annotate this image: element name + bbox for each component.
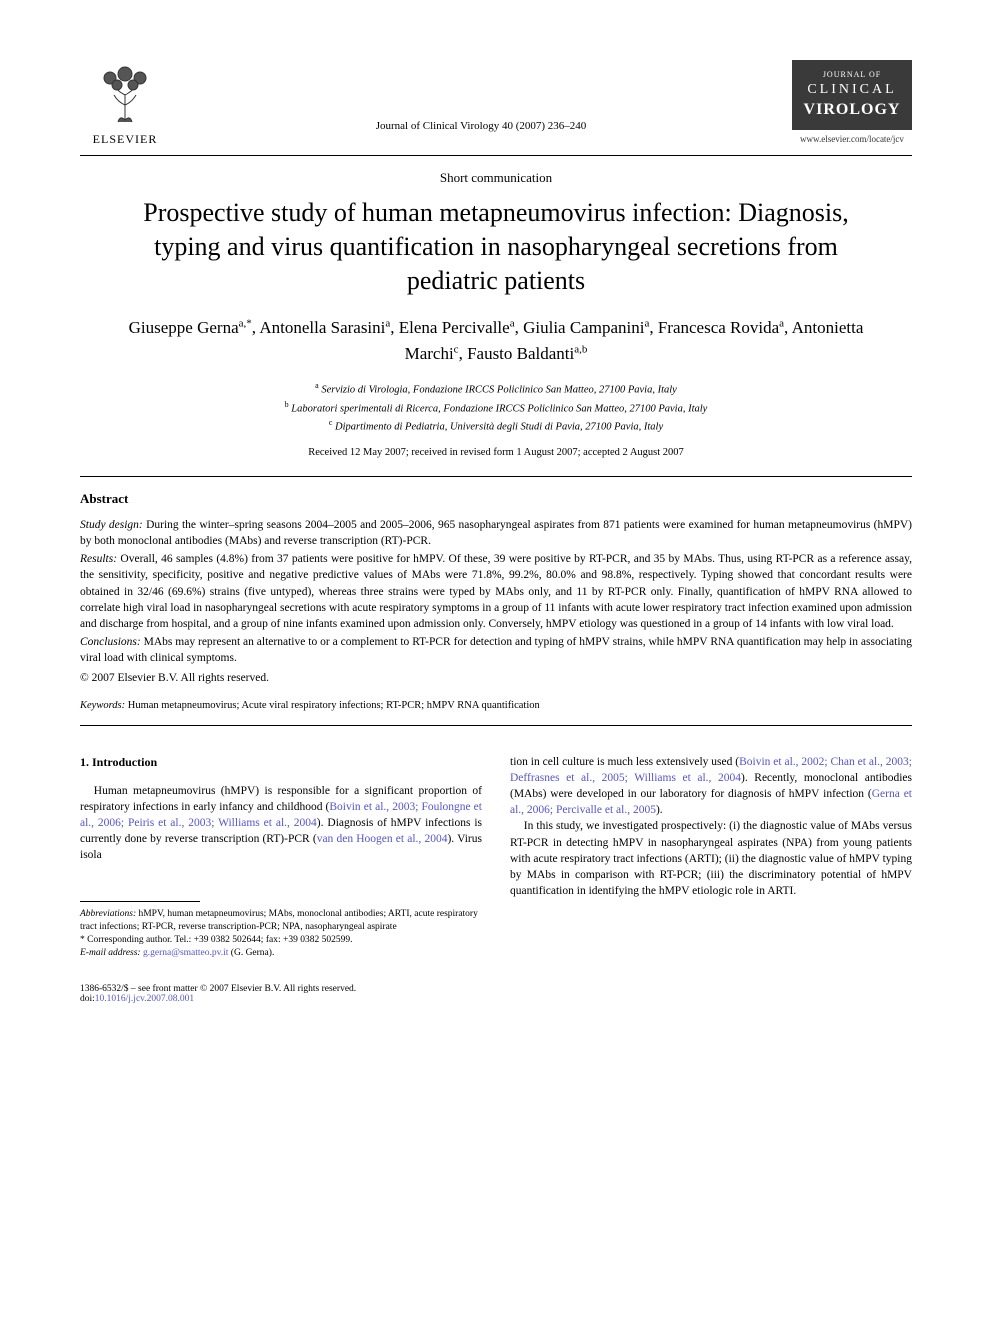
abstract-heading: Abstract (80, 491, 912, 507)
citation-link[interactable]: van den Hoogen et al., 2004 (317, 833, 448, 845)
email-link[interactable]: g.gerna@smatteo.pv.it (143, 948, 228, 958)
email-footnote: E-mail address: g.gerna@smatteo.pv.it (G… (80, 947, 482, 960)
author-2: , Antonella Sarasini (252, 318, 386, 337)
affiliation-b: b Laboratori sperimentali di Ricerca, Fo… (80, 399, 912, 417)
cover-url[interactable]: www.elsevier.com/locate/jcv (792, 134, 912, 144)
author-5: , Francesca Rovida (649, 318, 779, 337)
footer-left: 1386-6532/$ – see front matter © 2007 El… (80, 984, 356, 1004)
publisher-logo: ELSEVIER (80, 60, 170, 147)
doi-link[interactable]: 10.1016/j.jcv.2007.08.001 (95, 994, 194, 1004)
author-4: , Giulia Campanini (515, 318, 645, 337)
abstract-body: Study design: During the winter–spring s… (80, 517, 912, 686)
front-matter-text: 1386-6532/$ – see front matter © 2007 El… (80, 984, 356, 994)
footnote-divider (80, 901, 200, 902)
journal-citation: Journal of Clinical Virology 40 (2007) 2… (170, 60, 792, 132)
abstract-conclusions: Conclusions: MAbs may represent an alter… (80, 634, 912, 666)
elsevier-tree-icon (90, 60, 160, 130)
author-7: , Fausto Baldanti (459, 344, 575, 363)
cover-line3: VIROLOGY (800, 100, 904, 119)
doi-line: doi:10.1016/j.jcv.2007.08.001 (80, 994, 356, 1004)
author-1-aff: a,* (239, 318, 252, 330)
abstract-results: Results: Overall, 46 samples (4.8%) from… (80, 551, 912, 631)
author-1: Giuseppe Gerna (129, 318, 239, 337)
header-row: ELSEVIER Journal of Clinical Virology 40… (80, 60, 912, 147)
journal-cover: JOURNAL OF CLINICAL VIROLOGY www.elsevie… (792, 60, 912, 144)
publisher-name: ELSEVIER (93, 132, 158, 147)
divider (80, 155, 912, 156)
cover-box: JOURNAL OF CLINICAL VIROLOGY (792, 60, 912, 130)
footnotes: Abbreviations: hMPV, human metapneumovir… (80, 908, 482, 959)
affiliation-a: a Servizio di Virologia, Fondazione IRCC… (80, 380, 912, 398)
left-column: 1. Introduction Human metapneumovirus (h… (80, 754, 482, 960)
authors: Giuseppe Gernaa,*, Antonella Sarasinia, … (110, 315, 882, 366)
intro-para-2: In this study, we investigated prospecti… (510, 818, 912, 898)
author-3: , Elena Percivalle (390, 318, 509, 337)
abstract-study-design: Study design: During the winter–spring s… (80, 517, 912, 549)
abstract-copyright: © 2007 Elsevier B.V. All rights reserved… (80, 670, 912, 686)
page-footer: 1386-6532/$ – see front matter © 2007 El… (80, 984, 912, 1004)
body-columns: 1. Introduction Human metapneumovirus (h… (80, 754, 912, 960)
article-dates: Received 12 May 2007; received in revise… (80, 447, 912, 458)
abbreviations-footnote: Abbreviations: hMPV, human metapneumovir… (80, 908, 482, 934)
affiliations: a Servizio di Virologia, Fondazione IRCC… (80, 380, 912, 435)
divider (80, 725, 912, 726)
intro-para-1-cont: tion in cell culture is much less extens… (510, 754, 912, 818)
keywords-label: Keywords: (80, 700, 125, 711)
author-7-aff: a,b (574, 343, 587, 355)
keywords: Keywords: Human metapneumovirus; Acute v… (80, 700, 912, 711)
article-title: Prospective study of human metapneumovir… (120, 196, 872, 297)
cover-line1: JOURNAL OF (800, 70, 904, 80)
intro-para-1: Human metapneumovirus (hMPV) is responsi… (80, 783, 482, 863)
keywords-text: Human metapneumovirus; Acute viral respi… (128, 700, 540, 711)
affiliation-c: c Dipartimento di Pediatria, Università … (80, 417, 912, 435)
section-1-heading: 1. Introduction (80, 754, 482, 771)
cover-line2: CLINICAL (800, 82, 904, 99)
corresponding-author-footnote: * Corresponding author. Tel.: +39 0382 5… (80, 934, 482, 947)
divider (80, 476, 912, 477)
right-column: tion in cell culture is much less extens… (510, 754, 912, 960)
article-type: Short communication (80, 170, 912, 186)
